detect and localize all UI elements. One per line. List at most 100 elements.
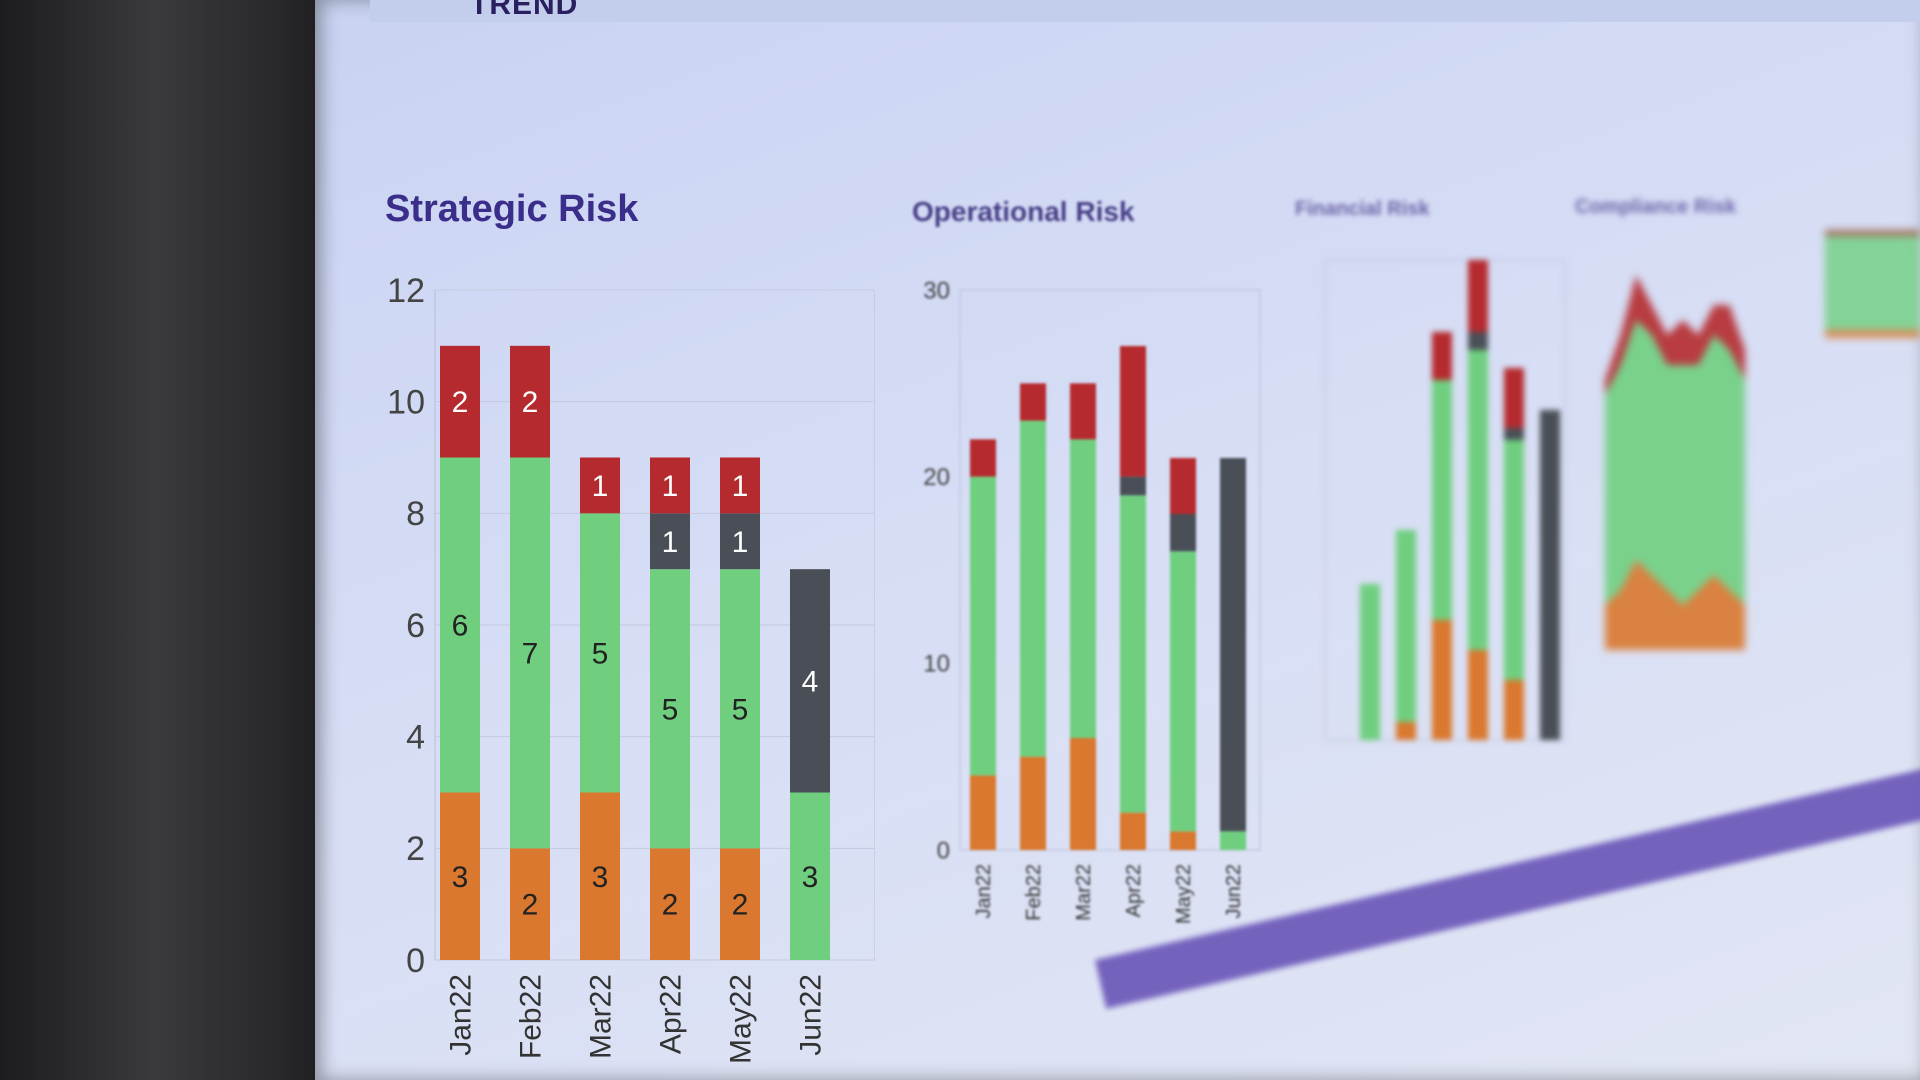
financial-bar-segment [1504, 368, 1524, 428]
financial-bar-segment [1432, 380, 1452, 620]
financial-bar-segment [1468, 650, 1488, 740]
page-title: TREND [470, 0, 579, 21]
operational-x-tick-label: Feb22 [1023, 864, 1045, 921]
strategic-data-label: 1 [662, 526, 679, 559]
operational-bar-segment [1220, 458, 1246, 832]
header-strip: TREND [370, 0, 1920, 22]
strategic-y-tick-label: 10 [387, 384, 425, 422]
strategic-bar-segment [510, 345, 550, 458]
operational-bar-segment [1170, 831, 1196, 850]
operational-risk-title: Operational Risk [912, 196, 1135, 227]
operational-y-tick-label: 20 [923, 464, 950, 491]
operational-x-tick-label: Mar22 [1073, 864, 1095, 921]
operational-x-tick-label: Apr22 [1123, 864, 1145, 917]
strategic-y-tick-label: 8 [406, 495, 425, 533]
operational-bar-segment [1070, 439, 1096, 738]
strategic-data-label: 2 [522, 889, 539, 922]
strategic-bar-segment [580, 457, 620, 514]
strategic-data-label: 1 [662, 470, 679, 503]
strategic-risk-title: Strategic Risk [385, 188, 639, 230]
strategic-data-label: 2 [662, 889, 679, 922]
operational-bar-segment [1020, 756, 1046, 850]
financial-bar-segment [1396, 530, 1416, 722]
financial-risk-title: Financial Risk [1295, 198, 1430, 220]
strategic-bar-segment [650, 457, 690, 514]
operational-y-tick-label: 0 [937, 837, 950, 864]
financial-bar-segment [1468, 260, 1488, 332]
strategic-y-tick-label: 2 [406, 830, 425, 868]
strategic-bar-segment [790, 569, 830, 793]
compliance-area-series [1605, 560, 1745, 650]
operational-bar-segment [1120, 495, 1146, 813]
strategic-y-tick-label: 4 [406, 719, 425, 757]
operational-bar-segment [1070, 738, 1096, 850]
compliance-area-series [1605, 320, 1745, 605]
strategic-x-tick-label: May22 [725, 974, 758, 1064]
strategic-x-tick-label: Apr22 [655, 974, 688, 1054]
strategic-data-label: 3 [802, 861, 819, 894]
operational-bar-segment [1170, 458, 1196, 514]
financial-bar-segment [1504, 680, 1524, 740]
strategic-x-tick-label: Feb22 [515, 974, 548, 1059]
operational-plot-frame [959, 289, 1261, 851]
financial-bar-segment [1504, 440, 1524, 680]
next-chart-fragment [1825, 230, 1920, 330]
strategic-bar-segment [720, 569, 760, 849]
operational-x-tick-label: Jan22 [973, 864, 995, 919]
financial-bar-segment [1468, 350, 1488, 650]
dashboard-screen: TREND Strategic Risk Operational Risk Fi… [315, 0, 1920, 1080]
strategic-y-tick-label: 0 [406, 942, 425, 980]
financial-bar-segment [1396, 722, 1416, 740]
strategic-bar-segment [440, 792, 480, 960]
strategic-bar-segment [720, 457, 760, 514]
strategic-bar-segment [790, 792, 830, 960]
strategic-bar-segment [440, 457, 480, 793]
operational-bar-segment [1070, 383, 1096, 440]
operational-bar-segment [1170, 551, 1196, 832]
strategic-data-label: 5 [732, 693, 749, 726]
strategic-bar-segment [510, 457, 550, 849]
compliance-area-series [1605, 275, 1745, 395]
strategic-bar-segment [650, 569, 690, 849]
strategic-bar-segment [510, 848, 550, 960]
strategic-data-label: 1 [592, 470, 609, 503]
strategic-data-label: 3 [592, 861, 609, 894]
operational-risk-chart: 0 10 20 30 Jan22 Feb22 Mar22 Apr22 May22 Jun22 [923, 277, 1261, 924]
operational-x-tick-label: Jun22 [1223, 864, 1245, 919]
financial-bar-segment [1504, 428, 1524, 440]
strategic-bar-segment [720, 513, 760, 570]
operational-x-tick-label: May22 [1173, 864, 1195, 924]
strategic-data-label: 1 [732, 526, 749, 559]
operational-bar-segment [1020, 420, 1046, 757]
strategic-data-label: 6 [452, 610, 469, 643]
strategic-data-label: 7 [522, 637, 539, 670]
strategic-x-tick-label: Jan22 [445, 974, 478, 1056]
strategic-data-label: 4 [802, 665, 819, 698]
strategic-bar-segment [440, 345, 480, 458]
strategic-data-label: 1 [732, 470, 749, 503]
operational-bar-segment [1220, 831, 1246, 850]
next-chart-fragment [1825, 230, 1920, 236]
financial-bar-segment [1468, 332, 1488, 350]
financial-risk-chart [1324, 259, 1566, 741]
strategic-data-label: 3 [452, 861, 469, 894]
strategic-bar-segment [580, 792, 620, 960]
strategic-data-label: 5 [592, 637, 609, 670]
operational-bar-segment [1120, 476, 1146, 496]
strategic-x-tick-label: Jun22 [795, 974, 828, 1056]
strategic-data-label: 2 [732, 889, 749, 922]
financial-bar-segment [1432, 332, 1452, 380]
financial-bar-segment [1360, 584, 1380, 740]
strategic-data-label: 5 [662, 693, 679, 726]
operational-bar-segment [1120, 812, 1146, 850]
strategic-y-tick-label: 6 [406, 607, 425, 645]
operational-bar-segment [970, 439, 996, 477]
strategic-bar-segment [580, 513, 620, 793]
strategic-risk-chart: 024681012362Jan22272Feb22351Mar222511Apr… [387, 272, 875, 1064]
compliance-risk-title: Compliance Risk [1575, 196, 1737, 218]
strategic-y-tick-label: 12 [387, 272, 425, 310]
compliance-risk-chart [1605, 230, 1920, 650]
operational-bar-segment [970, 775, 996, 850]
operational-y-tick-label: 10 [923, 651, 950, 678]
operational-bar-segment [1170, 514, 1196, 552]
